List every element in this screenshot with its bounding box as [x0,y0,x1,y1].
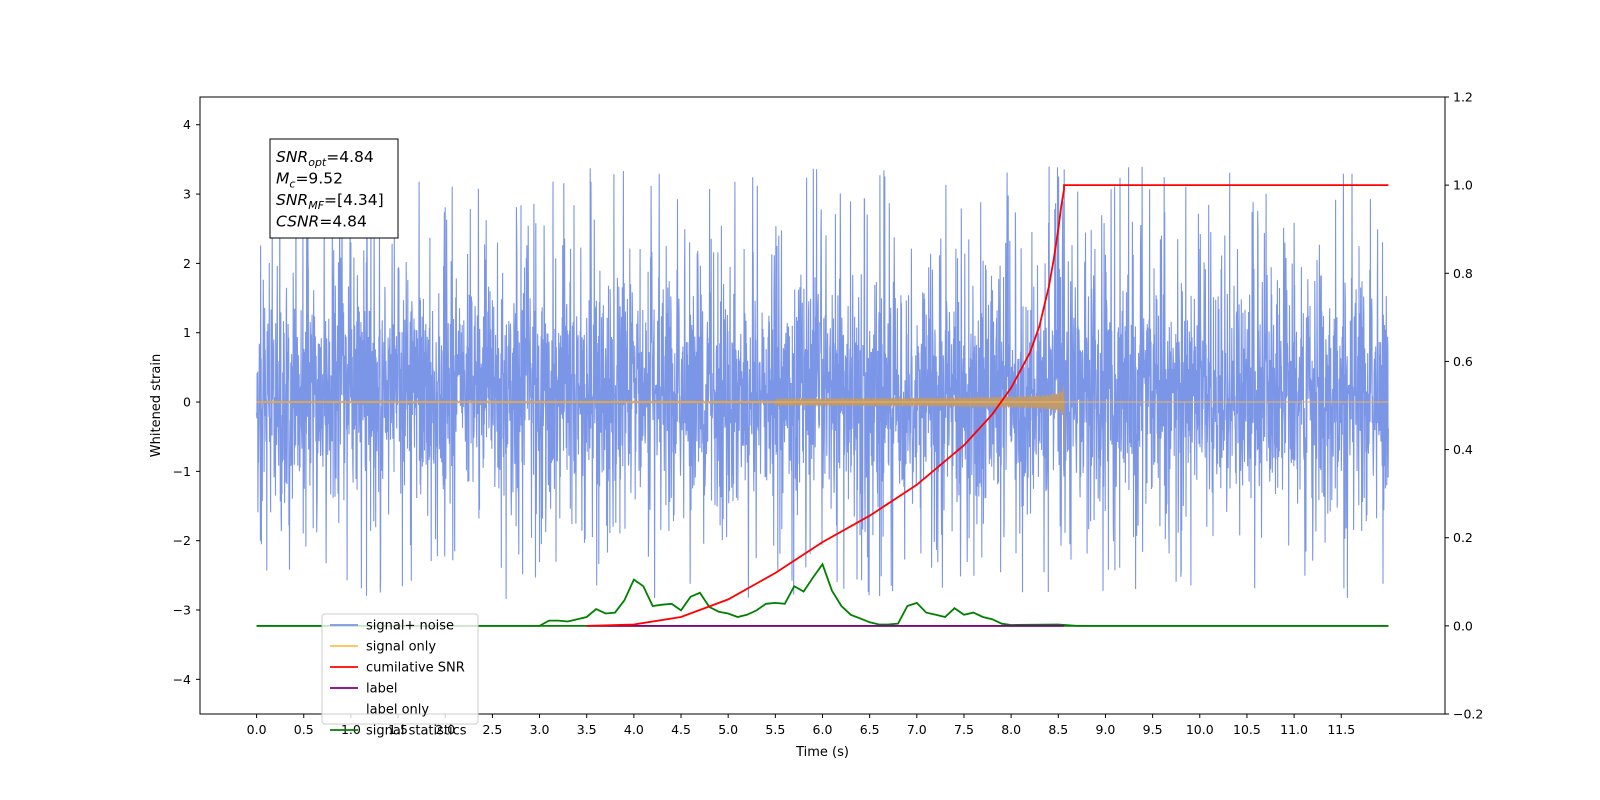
x-tick-label: 10.5 [1233,722,1261,737]
x-tick-label: 11.0 [1280,722,1308,737]
signal-noise-line [256,166,1389,599]
legend-label: signal+ noise [366,619,454,634]
y-right-tick-label: 0.0 [1453,618,1473,633]
y-right-tick-label: 0.6 [1453,354,1473,369]
legend: signal+ noise signal only cumilative SNR la… [321,613,479,739]
y-left-tick-label: −1 [173,464,191,479]
x-tick-label: 1.5 [388,722,408,737]
info-line: SNRopt=4.84 [276,148,374,169]
y-axis-label: Whitened strain [149,354,164,457]
x-axis-label: Time (s) [795,745,849,760]
y-right-tick-label: 0.8 [1453,266,1473,281]
y-left-tick-label: 0 [183,395,191,410]
x-tick-label: 5.5 [765,722,785,737]
info-line: CSNR=4.84 [276,213,367,231]
legend-label: label only [366,703,429,718]
x-tick-label: 6.5 [860,722,880,737]
info-line: SNRMF=[4.34] [276,191,384,212]
x-tick-label: 7.0 [907,722,927,737]
x-tick-label: 4.5 [671,722,691,737]
x-tick-label: 2.5 [482,722,502,737]
x-tick-label: 4.0 [624,722,644,737]
legend-label: signal only [366,640,436,655]
legend-label: label [366,682,397,697]
y-right-tick-label: 0.2 [1453,530,1473,545]
x-tick-label: 7.5 [954,722,974,737]
x-tick-label: 8.0 [1001,722,1021,737]
plot-area [256,166,1389,627]
signal-statistics-line [256,562,1389,627]
y-left-tick-label: 2 [183,256,191,271]
legend-label: cumilative SNR [366,661,465,676]
x-tick-label: 0.5 [294,722,314,737]
y-left-tick-label: 4 [183,117,191,132]
x-tick-label: 3.0 [530,722,550,737]
x-tick-label: 9.0 [1096,722,1116,737]
y-left-tick-label: −3 [173,603,191,618]
y-left-tick-label: −2 [173,533,191,548]
x-tick-label: 6.0 [813,722,833,737]
y-right-tick-label: 1.0 [1453,178,1473,193]
y-right-tick-label: 0.4 [1453,442,1473,457]
info-box-frame [269,138,399,239]
x-tick-label: 5.0 [718,722,738,737]
cumulative-snr-line [586,184,1389,627]
x-tick-label: 2.0 [435,722,455,737]
x-tick-label: 11.5 [1327,722,1355,737]
y-left-tick-label: 1 [183,325,191,340]
y-right-tick-label: −0.2 [1453,707,1483,722]
y-left-tick-label: −4 [173,672,191,687]
x-tick-label: 9.5 [1143,722,1163,737]
legend-frame [321,613,479,725]
legend-label: signal statistics [366,724,467,739]
x-tick-label: 8.5 [1048,722,1068,737]
y-left-tick-label: 3 [183,187,191,202]
y-right-tick-label: 1.2 [1453,90,1473,105]
info-line: Mc=9.52 [276,170,343,191]
x-tick-label: 0.0 [247,722,267,737]
x-tick-label: 10.0 [1186,722,1214,737]
x-tick-label: 3.5 [577,722,597,737]
